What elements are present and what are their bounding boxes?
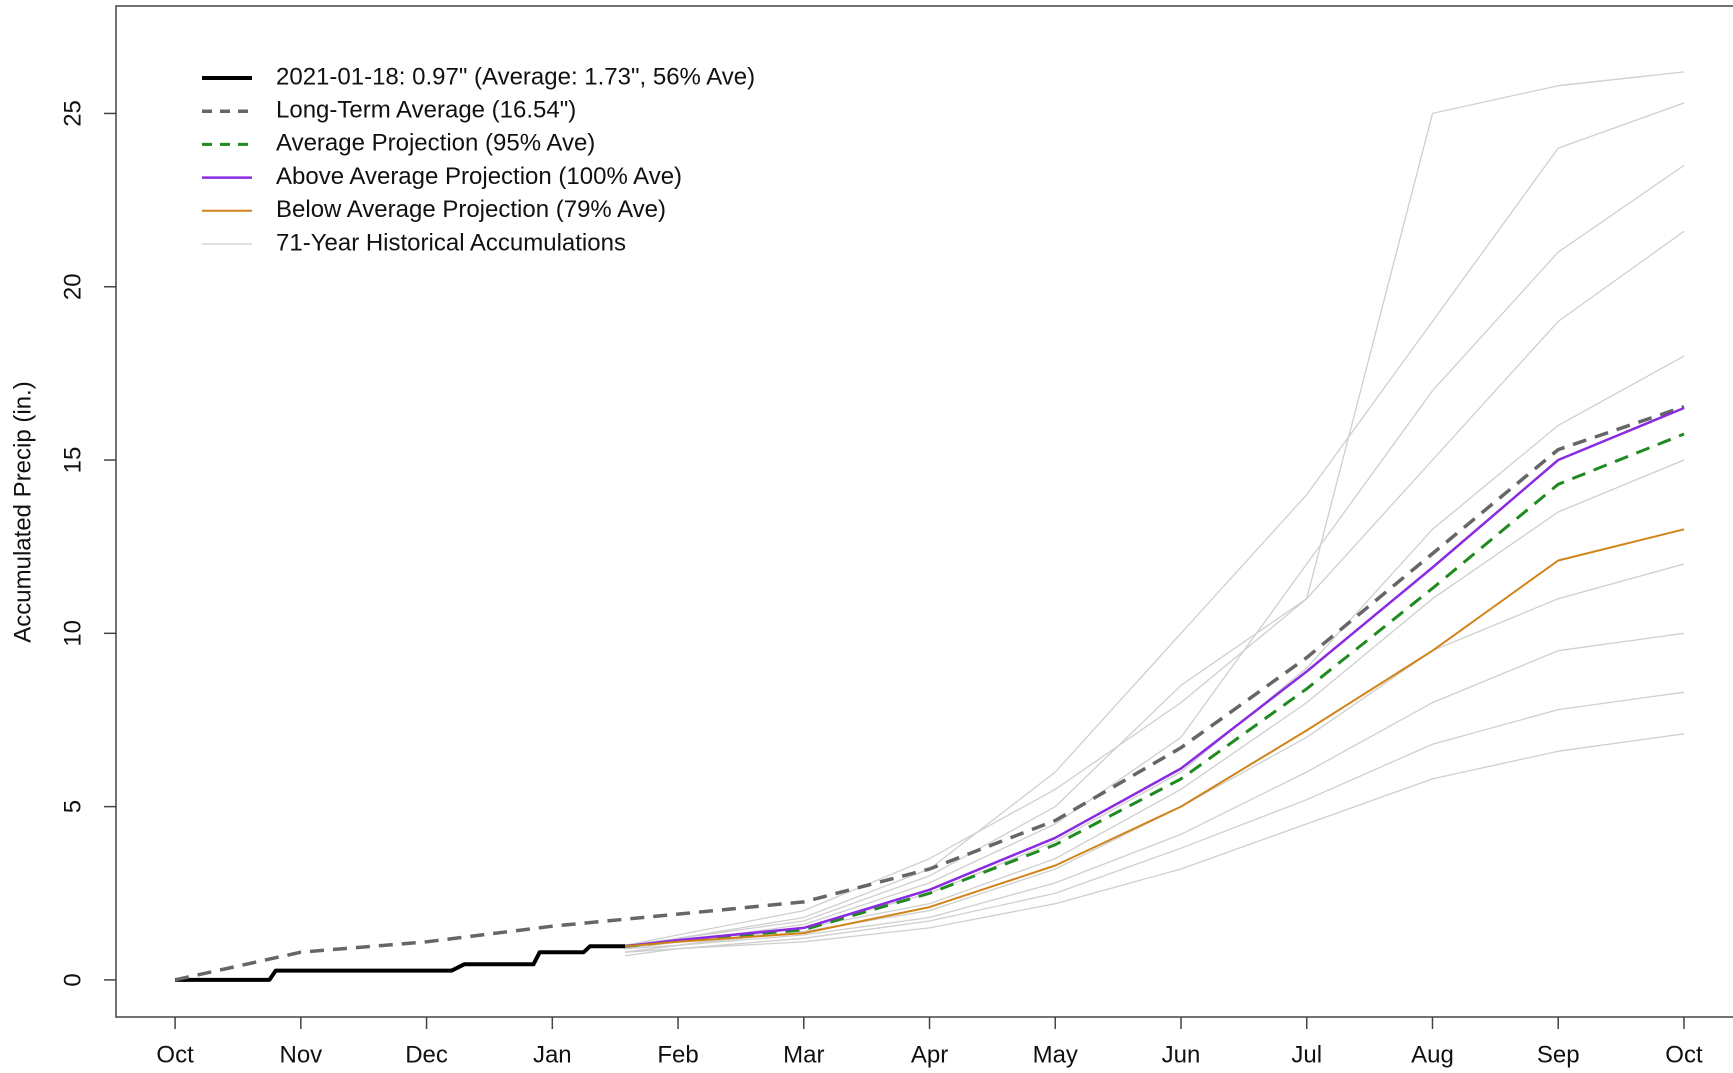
historical-line <box>625 102 1685 946</box>
series-line <box>174 405 1685 982</box>
x-tick-label: May <box>1033 1041 1078 1068</box>
y-tick-label: 20 <box>59 273 86 300</box>
x-tick-label: Dec <box>405 1041 448 1068</box>
x-tick-label: Aug <box>1411 1041 1454 1068</box>
series-line <box>625 528 1685 948</box>
historical-line <box>625 691 1685 953</box>
x-tick-label: Oct <box>1665 1041 1703 1068</box>
historical-line <box>625 71 1685 946</box>
plot-frame <box>115 5 1733 1018</box>
x-tick-label: Jul <box>1291 1041 1322 1068</box>
historical-line <box>625 230 1685 950</box>
x-tick-label: Nov <box>279 1041 322 1068</box>
legend-label: Above Average Projection (100% Ave) <box>276 163 682 190</box>
x-tick-label: Feb <box>657 1041 698 1068</box>
legend-label: 2021-01-18: 0.97" (Average: 1.73", 56% A… <box>276 63 755 90</box>
series-line <box>625 432 1685 948</box>
y-tick-label: 25 <box>59 100 86 127</box>
x-tick-label: Jun <box>1162 1041 1201 1068</box>
historical-line <box>625 355 1685 950</box>
historical-line <box>625 632 1685 953</box>
historical-line <box>625 733 1685 957</box>
legend-label: Below Average Projection (79% Ave) <box>276 196 666 223</box>
historical-line <box>625 459 1685 950</box>
x-tick-label: Sep <box>1537 1041 1580 1068</box>
x-tick-label: Oct <box>156 1041 194 1068</box>
x-tick-label: Mar <box>783 1041 824 1068</box>
y-axis-label: Accumulated Precip (in.) <box>9 381 36 642</box>
y-tick-label: 10 <box>59 620 86 647</box>
legend-label: Average Projection (95% Ave) <box>276 130 595 157</box>
series-line <box>625 406 1685 948</box>
y-tick-label: 0 <box>59 973 86 986</box>
legend-label: Long-Term Average (16.54") <box>276 97 576 124</box>
historical-line <box>625 164 1685 946</box>
x-tick-label: Apr <box>911 1041 948 1068</box>
y-tick-label: 5 <box>59 800 86 813</box>
legend-label: 71-Year Historical Accumulations <box>276 229 626 256</box>
x-tick-label: Jan <box>533 1041 572 1068</box>
y-tick-label: 15 <box>59 447 86 474</box>
series-line <box>175 944 626 982</box>
